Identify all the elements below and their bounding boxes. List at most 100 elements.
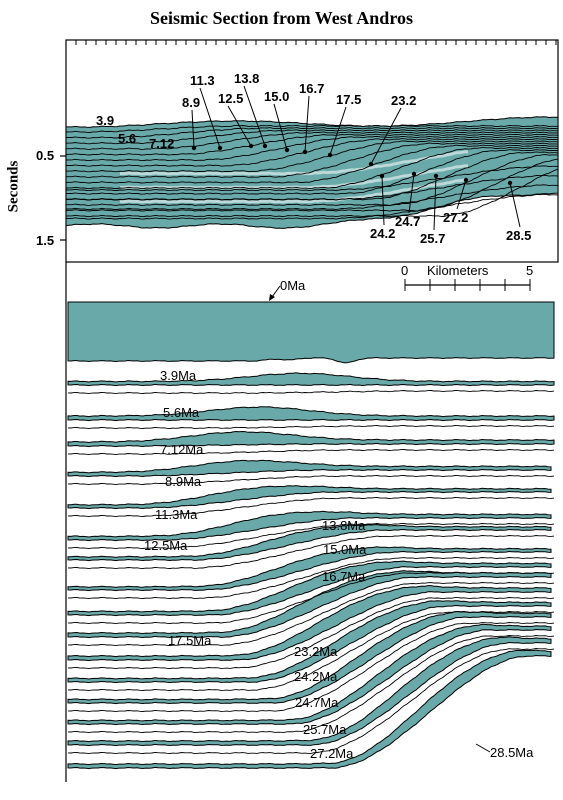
top-label-13-8: 13.8 bbox=[234, 71, 259, 86]
top-panel-labels: 3.9 5.6 7.12 8.9 11.312.5 13.8 15.0 16.7 17.5 23.… bbox=[96, 71, 531, 246]
leader-dot bbox=[248, 143, 254, 149]
top-reflector-line bbox=[65, 168, 559, 218]
bottom-reflector-line bbox=[67, 496, 555, 518]
top-reflector-line bbox=[65, 140, 559, 173]
leader-dot bbox=[262, 143, 268, 149]
top-panel-reflectors bbox=[65, 124, 559, 220]
top-deep-reflector-line bbox=[65, 174, 559, 201]
top-reflector-line bbox=[65, 144, 559, 184]
leader-dot bbox=[191, 145, 197, 151]
top-deep-reflector-line bbox=[65, 193, 559, 220]
layer-unit bbox=[67, 610, 552, 705]
top-reflector-line bbox=[65, 133, 559, 156]
bottom-reflector-line bbox=[67, 648, 555, 755]
leader-dot bbox=[379, 173, 385, 179]
leader-dot bbox=[302, 149, 308, 155]
bottom-label-24-7ma: 24.7Ma bbox=[295, 695, 339, 710]
bottom-label-5-6ma: 5.6Ma bbox=[163, 405, 200, 420]
layer-unit bbox=[67, 546, 552, 592]
bottom-label-16-7ma: 16.7Ma bbox=[322, 569, 366, 584]
layer-unit bbox=[67, 560, 552, 617]
bottom-label-7-12ma: 7.12Ma bbox=[160, 442, 204, 457]
leader-dot bbox=[327, 152, 333, 158]
top-reflector-line bbox=[65, 124, 559, 133]
leader-dot bbox=[368, 161, 374, 167]
bottom-label-23-2ma: 23.2Ma bbox=[294, 644, 338, 659]
layer-unit bbox=[67, 523, 552, 562]
layer-unit bbox=[67, 510, 552, 542]
leader-line bbox=[456, 179, 467, 210]
layer-unit bbox=[67, 406, 555, 422]
top-panel-fill bbox=[65, 116, 559, 229]
leader-line bbox=[329, 106, 347, 156]
bottom-reflector-line bbox=[67, 535, 555, 570]
bottom-label-3-9ma: 3.9Ma bbox=[160, 368, 197, 383]
top-label-16-7: 16.7 bbox=[299, 81, 324, 96]
layer-unit bbox=[67, 649, 552, 770]
top-label-3-9: 3.9 bbox=[96, 113, 114, 128]
leader-dot bbox=[284, 147, 290, 153]
layer-unit bbox=[67, 570, 552, 639]
top-reflector-line bbox=[65, 138, 559, 167]
top-reflector-line bbox=[65, 131, 559, 150]
scale-bar-start: 0 bbox=[401, 263, 408, 278]
top-deep-reflector-line bbox=[65, 165, 559, 192]
leader-dot bbox=[507, 180, 513, 186]
scale-bar-label: Kilometers bbox=[427, 263, 489, 278]
top-label-25-7: 25.7 bbox=[420, 231, 445, 246]
leader-line bbox=[243, 85, 266, 147]
top-reflector-line bbox=[65, 146, 559, 190]
bottom-label-27-2ma: 27.2Ma bbox=[310, 746, 354, 761]
bottom-label-8-9ma: 8.9Ma bbox=[165, 474, 202, 489]
top-reflector-line bbox=[65, 149, 559, 195]
top-label-24-7: 24.7 bbox=[395, 214, 420, 229]
leader-28-5ma bbox=[475, 743, 491, 753]
leader-line bbox=[433, 175, 437, 231]
figure-title: Seismic Section from West Andros bbox=[149, 8, 413, 28]
top-reflector-line bbox=[65, 129, 559, 145]
leader-line bbox=[381, 175, 385, 226]
top-pale-band bbox=[120, 178, 468, 204]
leader-dot bbox=[463, 177, 469, 183]
arrow-0ma-shaft bbox=[271, 285, 281, 298]
layer-unit bbox=[67, 585, 552, 662]
top-pale-band bbox=[120, 150, 468, 176]
top-label-5-6: 5.6 bbox=[118, 131, 136, 146]
bottom-label-17-5ma: 17.5Ma bbox=[168, 633, 212, 648]
leader-line bbox=[304, 95, 310, 153]
leader-line bbox=[273, 103, 288, 151]
top-label-28-5: 28.5 bbox=[506, 228, 531, 243]
top-reflector-line bbox=[65, 127, 559, 139]
layer-unit bbox=[67, 459, 552, 478]
top-panel-leader-lines bbox=[191, 85, 521, 231]
bottom-label-28-5ma: 28.5Ma bbox=[490, 745, 534, 760]
leader-line bbox=[227, 105, 252, 147]
scale-bar-end: 5 bbox=[526, 263, 533, 278]
leader-dot bbox=[411, 171, 417, 177]
bottom-label-13-8ma: 13.8Ma bbox=[322, 518, 366, 533]
bottom-panel-reflectors bbox=[65, 262, 555, 782]
bottom-label-25-7ma: 25.7Ma bbox=[303, 722, 347, 737]
top-label-7-12: 7.12 bbox=[149, 136, 174, 151]
top-label-15-0: 15.0 bbox=[264, 89, 289, 104]
bottom-reflector-line bbox=[67, 390, 555, 395]
bottom-reflector-line bbox=[67, 448, 555, 456]
bottom-reflector-line bbox=[67, 424, 555, 430]
bottom-reflector-line bbox=[67, 474, 555, 486]
leader-line bbox=[408, 173, 415, 214]
bottom-reflector-line bbox=[67, 611, 555, 692]
leader-line bbox=[509, 182, 521, 228]
layer-unit bbox=[67, 372, 555, 387]
y-tick-1-5: 1.5 bbox=[36, 233, 55, 248]
top-reflector-line bbox=[65, 158, 559, 212]
arrow-0ma-head bbox=[269, 294, 275, 301]
leader-dot bbox=[217, 145, 223, 151]
layer-unit bbox=[67, 623, 552, 726]
bottom-label-0ma: 0Ma bbox=[280, 278, 306, 293]
top-label-8-9: 8.9 bbox=[182, 95, 200, 110]
bottom-reflector-line bbox=[67, 597, 555, 670]
top-pale-band bbox=[120, 164, 468, 190]
leader-line bbox=[191, 109, 195, 149]
layer-0ma bbox=[67, 301, 555, 364]
